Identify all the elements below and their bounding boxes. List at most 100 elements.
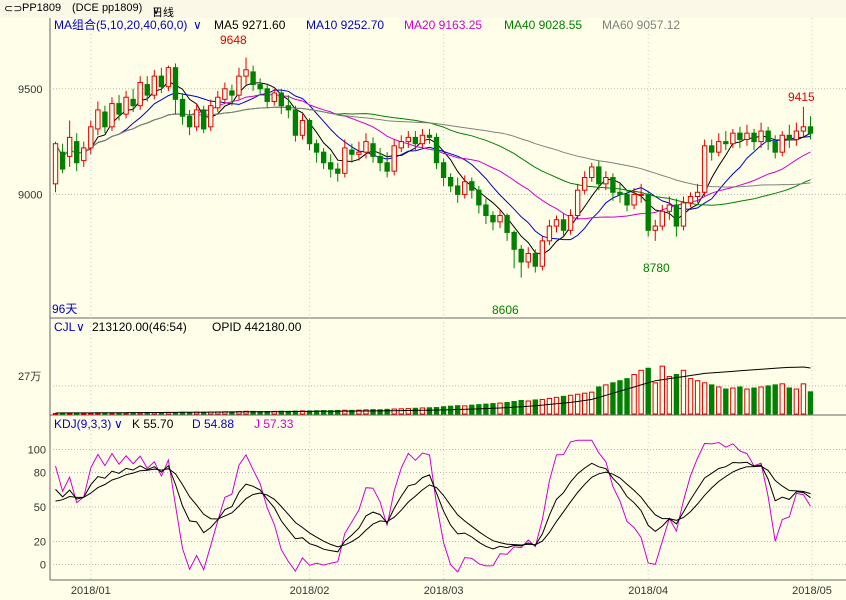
candle-body xyxy=(278,92,284,107)
volume-bar xyxy=(377,409,383,415)
kdj-indicator-name[interactable]: KDJ(9,3,3) xyxy=(54,417,111,431)
ma20-legend: MA20 9163.25 xyxy=(404,18,482,32)
volume-bars-layer xyxy=(52,365,814,416)
candle-body xyxy=(66,136,73,157)
candle-body xyxy=(130,98,136,107)
candle-body xyxy=(398,141,404,149)
volume-bar xyxy=(342,409,348,415)
chevron-down-icon: ∨ xyxy=(152,5,161,17)
candle-body xyxy=(567,215,574,231)
volume-bar xyxy=(88,412,94,415)
candle-body xyxy=(335,168,341,174)
candle-body xyxy=(342,147,348,174)
volume-bar xyxy=(405,408,411,415)
candle-body xyxy=(412,136,419,145)
volume-bar xyxy=(673,373,680,415)
volume-bar xyxy=(66,412,73,415)
candle-body xyxy=(455,185,461,195)
volume-bar xyxy=(716,386,722,415)
candle-body xyxy=(172,67,179,100)
volume-indicator-name[interactable]: CJL xyxy=(54,320,76,334)
volume-bar xyxy=(532,399,538,415)
volume-bar xyxy=(144,412,150,415)
candle-body xyxy=(193,109,200,128)
volume-bar xyxy=(737,386,743,415)
candle-body xyxy=(631,193,637,206)
kdj-d-legend: D 54.88 xyxy=(192,417,234,431)
volume-bar xyxy=(666,376,673,415)
candle-body xyxy=(165,67,172,88)
candle-body xyxy=(582,177,588,191)
volume-bar xyxy=(807,391,814,415)
volume-bar xyxy=(744,388,750,415)
candle-body xyxy=(440,162,447,179)
candle-body xyxy=(511,231,517,250)
volume-bar xyxy=(631,373,637,415)
volume-bar xyxy=(793,388,800,415)
candle-body xyxy=(377,155,383,164)
candle-body xyxy=(589,166,595,179)
date-tick-label: 2018/02 xyxy=(290,585,330,597)
kdj-chevron-icon[interactable]: ∨ xyxy=(114,417,123,431)
ma-indicator-name[interactable]: MA组合(5,10,20,40,60,0) xyxy=(54,17,187,32)
volume-bar xyxy=(102,412,108,415)
volume-bar xyxy=(349,409,355,415)
candle-body xyxy=(687,196,694,204)
candle-body xyxy=(546,225,553,242)
volume-bar xyxy=(765,385,771,415)
candle-body xyxy=(447,177,454,187)
volume-bar xyxy=(130,412,136,415)
candles-layer xyxy=(52,57,814,278)
candle-body xyxy=(384,162,390,172)
volume-bar xyxy=(433,407,440,415)
candle-body xyxy=(469,181,475,191)
volume-bar xyxy=(589,391,595,415)
volume-bar xyxy=(617,380,623,415)
candle-body xyxy=(603,177,609,185)
volume-bar xyxy=(356,409,362,415)
candle-body xyxy=(81,147,87,162)
kdj-tick-label: 20 xyxy=(34,537,46,549)
volume-bar xyxy=(560,395,567,415)
candle-body xyxy=(532,253,538,267)
volume-bar xyxy=(384,408,390,415)
candle-body xyxy=(74,141,80,164)
kdj-tick-label: 80 xyxy=(34,468,46,480)
volume-bar xyxy=(779,383,785,415)
candle-body xyxy=(673,204,680,227)
volume-bar xyxy=(243,410,249,415)
exchange-code-label: (DCE pp1809) xyxy=(72,2,143,14)
candle-body xyxy=(201,109,207,130)
candle-body xyxy=(116,103,122,115)
volume-bar xyxy=(525,400,531,415)
candle-body xyxy=(102,111,108,128)
volume-bar xyxy=(462,405,468,415)
candle-body xyxy=(229,90,235,96)
volume-bar xyxy=(694,380,701,415)
ma10-legend: MA10 9252.70 xyxy=(306,18,384,32)
candle-body xyxy=(236,75,242,96)
candle-body xyxy=(701,145,708,193)
candle-body xyxy=(299,119,306,136)
candle-body xyxy=(723,141,729,145)
candle-body xyxy=(638,193,644,196)
candle-body xyxy=(596,166,602,185)
volume-bar xyxy=(730,387,736,415)
price-tick-label: 9000 xyxy=(18,189,42,201)
window-menu-icon[interactable]: ⊂⊃ xyxy=(4,3,23,15)
volume-bar xyxy=(772,384,778,415)
volume-bar xyxy=(52,412,59,415)
candle-body xyxy=(751,132,757,143)
volume-bar xyxy=(574,393,581,415)
period-label: 日线 xyxy=(152,7,174,19)
candle-body xyxy=(59,151,66,170)
indicator-chevron-icon[interactable]: ∨ xyxy=(193,18,202,32)
candle-body xyxy=(659,210,665,227)
local-low-annotation: 8780 xyxy=(643,261,670,275)
volume-bar xyxy=(751,387,757,415)
symbol-label: PP1809 xyxy=(22,2,62,14)
volume-chevron-icon[interactable]: ∨ xyxy=(76,320,85,334)
candle-body xyxy=(306,119,313,145)
opid-value-label: OPID 442180.00 xyxy=(212,320,302,334)
